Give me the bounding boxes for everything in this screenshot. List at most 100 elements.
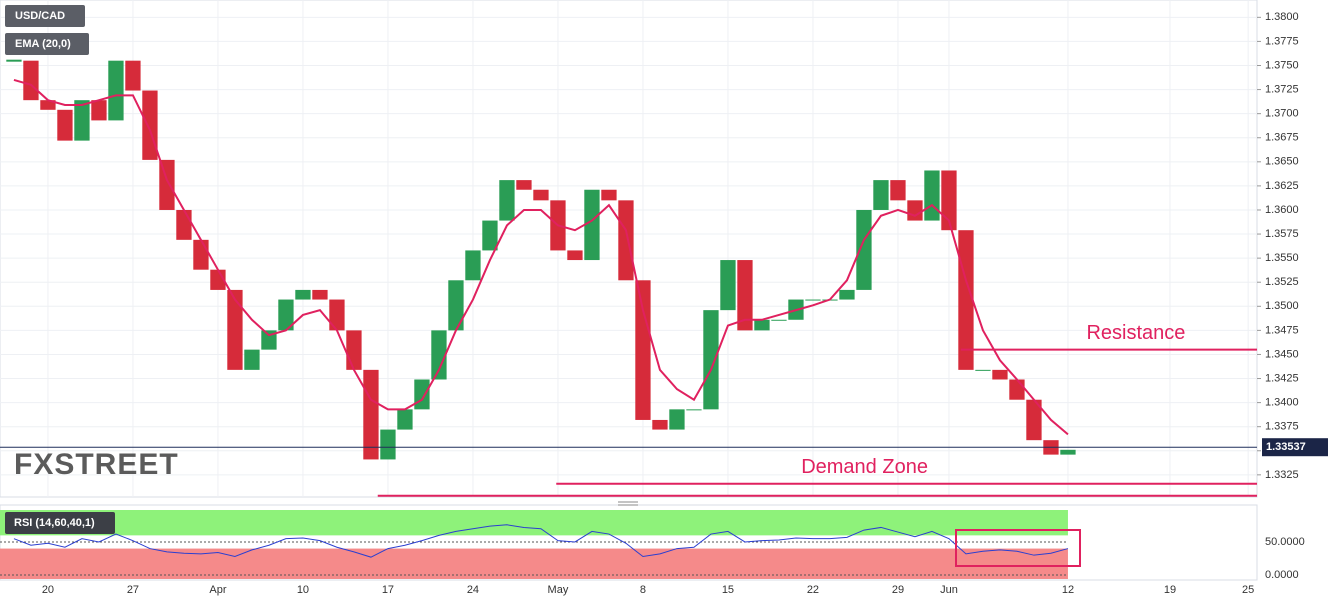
candle — [873, 180, 889, 210]
y-tick-label: 1.3625 — [1265, 180, 1299, 192]
candle — [737, 260, 753, 331]
y-tick-label: 1.3475 — [1265, 324, 1299, 336]
x-tick-label: 17 — [382, 584, 394, 596]
candle — [584, 189, 600, 261]
level-label: Resistance — [1086, 322, 1185, 344]
candle — [414, 379, 430, 410]
legend-box — [5, 512, 115, 534]
candle — [312, 289, 328, 300]
marks — [6, 59, 1257, 558]
candle — [482, 220, 498, 251]
y-tick-label: 1.3600 — [1265, 204, 1299, 216]
x-tick-label: 24 — [467, 584, 479, 596]
candle — [380, 429, 396, 460]
x-tick-label: 20 — [42, 584, 54, 596]
candle — [516, 180, 532, 190]
y-tick-label: 1.3450 — [1265, 348, 1299, 360]
watermark: FXSTREET — [14, 448, 179, 481]
y-tick-label: 1.3675 — [1265, 132, 1299, 144]
y-tick-label: 0.0000 — [1265, 569, 1299, 581]
y-tick-label: 50.0000 — [1265, 536, 1305, 548]
candle — [1026, 399, 1042, 441]
candle — [465, 250, 481, 281]
rsi-upper-band — [0, 510, 1068, 536]
last-price-label: 1.33537 — [1266, 441, 1306, 453]
candle — [244, 349, 260, 370]
x-tick-label: 19 — [1164, 584, 1176, 596]
candle — [839, 289, 855, 300]
candle — [40, 100, 56, 110]
candle — [448, 280, 464, 331]
candle — [635, 280, 651, 420]
y-tick-label: 1.3650 — [1265, 156, 1299, 168]
y-tick-label: 1.3800 — [1265, 11, 1299, 23]
candle — [907, 200, 923, 221]
y-tick-label: 1.3700 — [1265, 108, 1299, 120]
candle — [193, 239, 209, 270]
legend-box — [5, 5, 85, 27]
x-tick-label: Apr — [209, 584, 226, 596]
x-tick-label: 29 — [892, 584, 904, 596]
candle — [975, 369, 991, 371]
y-tick-label: 1.3425 — [1265, 372, 1299, 384]
candle — [669, 409, 685, 430]
x-tick-label: 8 — [640, 584, 646, 596]
x-tick-label: May — [548, 584, 569, 596]
candle — [856, 209, 872, 290]
y-tick-label: 1.3500 — [1265, 300, 1299, 312]
level-label: Demand Zone — [801, 456, 928, 478]
candle — [754, 319, 770, 331]
candle — [91, 100, 107, 121]
rsi-title: RSI (14,60,40,1) — [14, 517, 95, 529]
candle — [771, 319, 787, 321]
x-tick-label: 27 — [127, 584, 139, 596]
candle — [57, 109, 73, 141]
x-tick-label: 12 — [1062, 584, 1074, 596]
rsi-line — [13, 524, 1069, 558]
grid — [0, 0, 1257, 579]
candle — [618, 200, 634, 281]
candle — [397, 409, 413, 430]
candle — [142, 90, 158, 160]
candle — [992, 369, 1008, 380]
candle — [278, 299, 294, 331]
y-tick-label: 1.3775 — [1265, 35, 1299, 47]
y-tick-label: 1.3375 — [1265, 421, 1299, 433]
candle — [941, 170, 957, 231]
x-tick-label: 25 — [1242, 584, 1254, 596]
candle — [601, 189, 617, 201]
candle — [176, 209, 192, 240]
candle — [227, 289, 243, 370]
y-tick-label: 1.3575 — [1265, 228, 1299, 240]
candle — [329, 299, 345, 331]
candle — [159, 159, 175, 210]
candle — [23, 60, 39, 101]
y-tick-label: 1.3400 — [1265, 397, 1299, 409]
rsi-lower-band — [0, 548, 1068, 579]
legend-label: USD/CAD — [15, 10, 65, 22]
y-tick-label: 1.3525 — [1265, 276, 1299, 288]
ema-line — [13, 78, 1069, 436]
candle — [108, 60, 124, 121]
candle — [125, 60, 141, 91]
last-price-box — [1262, 438, 1328, 457]
candle — [363, 369, 379, 460]
candle — [261, 330, 277, 350]
legend-label: EMA (20,0) — [15, 38, 71, 50]
x-tick-label: 10 — [297, 584, 309, 596]
candle — [924, 170, 940, 221]
y-tick-label: 1.3325 — [1265, 469, 1299, 481]
candle — [74, 100, 90, 141]
candle — [720, 260, 736, 311]
y-tick-label: 1.3750 — [1265, 59, 1299, 71]
candle — [805, 299, 821, 301]
y-tick-label: 1.3550 — [1265, 252, 1299, 264]
candle — [499, 180, 515, 221]
candle — [533, 189, 549, 201]
x-tick-label: 22 — [807, 584, 819, 596]
candle — [1009, 379, 1025, 400]
candle — [1060, 449, 1076, 455]
candle — [346, 330, 362, 370]
candle — [431, 330, 447, 380]
